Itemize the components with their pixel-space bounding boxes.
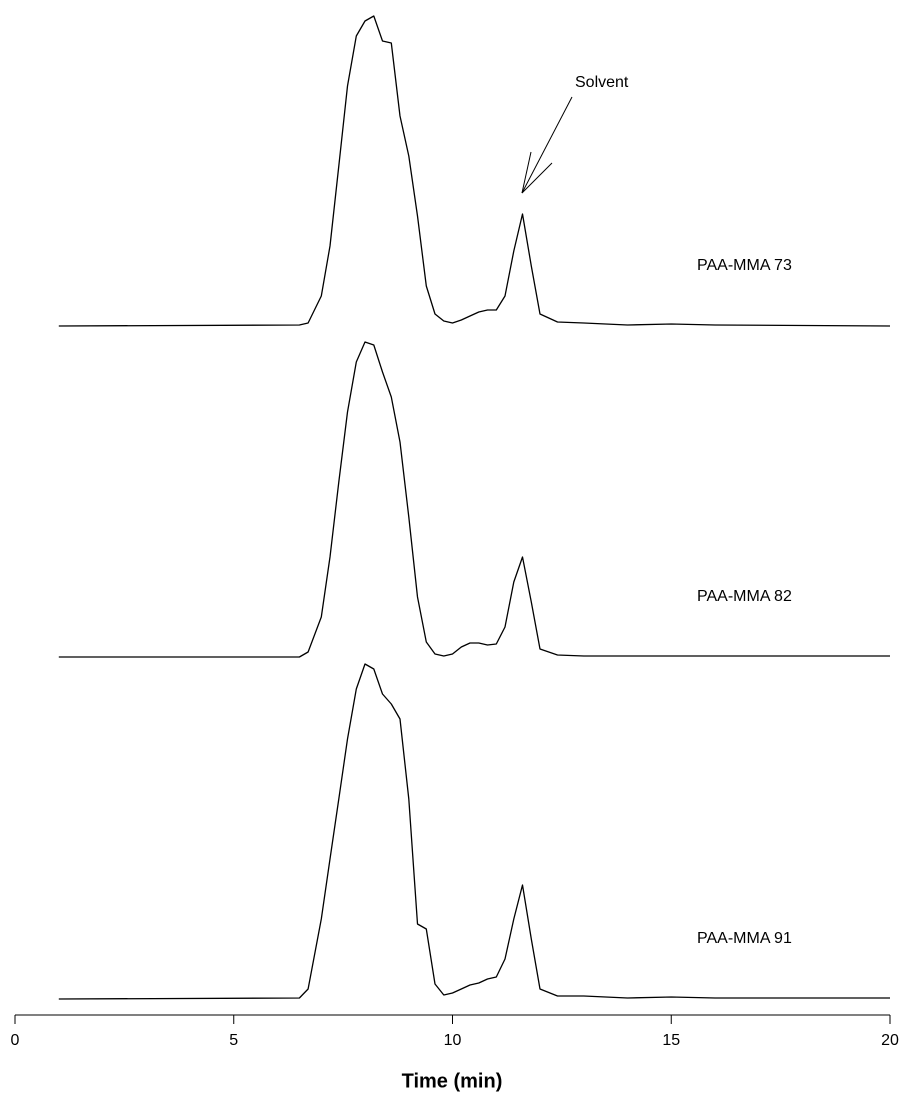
x-tick-label: 15 xyxy=(662,1032,680,1049)
series-label: PAA-MMA 91 xyxy=(697,930,792,947)
series-label: PAA-MMA 73 xyxy=(697,257,792,274)
annotation: Solvent xyxy=(575,74,629,91)
x-tick-label: 0 xyxy=(11,1032,20,1049)
x-tick-label: 10 xyxy=(444,1032,462,1049)
x-tick-label: 5 xyxy=(229,1032,238,1049)
trace xyxy=(58,341,890,658)
x-tick-label: 20 xyxy=(881,1032,899,1049)
x-axis-title: Time (min) xyxy=(402,1070,503,1092)
trace xyxy=(58,15,891,327)
annotation-arrow xyxy=(521,96,573,194)
series-label: PAA-MMA 82 xyxy=(697,588,792,605)
trace xyxy=(58,663,890,1000)
